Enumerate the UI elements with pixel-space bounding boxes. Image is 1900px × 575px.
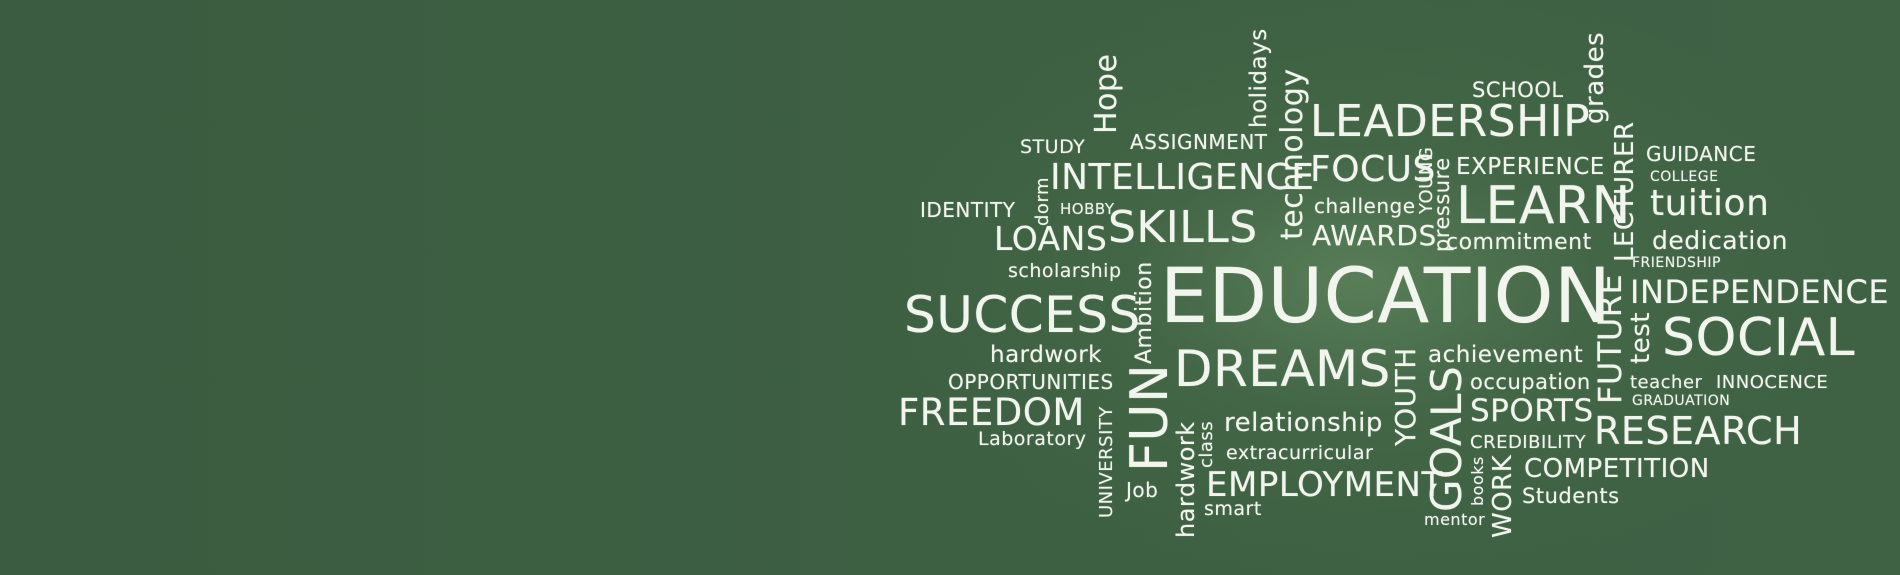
word-hobby: HOBBY bbox=[1060, 200, 1115, 218]
word-students: Students bbox=[1522, 484, 1620, 508]
word-books: books bbox=[1468, 456, 1487, 506]
word-social: SOCIAL bbox=[1662, 308, 1856, 368]
word-technology: technology bbox=[1275, 68, 1310, 240]
word-scholarship: scholarship bbox=[1008, 260, 1122, 282]
word-achievement: achievement bbox=[1428, 342, 1584, 368]
word-tuition: tuition bbox=[1650, 183, 1770, 224]
word-test: test bbox=[1626, 312, 1656, 364]
word-youth: YOUTH bbox=[1389, 347, 1422, 446]
word-school: SCHOOL bbox=[1472, 78, 1564, 102]
word-leadership: LEADERSHIP bbox=[1310, 96, 1591, 147]
word-study: STUDY bbox=[1020, 136, 1086, 158]
word-hope: Hope bbox=[1089, 53, 1124, 134]
word-intelligence: INTELLIGENCE bbox=[1050, 157, 1315, 198]
word-smart: smart bbox=[1204, 498, 1262, 520]
word-ambition: Ambition bbox=[1132, 261, 1157, 364]
word-freedom: FREEDOM bbox=[898, 391, 1085, 434]
word-college: COLLEGE bbox=[1650, 169, 1719, 185]
word-teacher: teacher bbox=[1630, 372, 1703, 393]
word-opportunities: OPPORTUNITIES bbox=[948, 370, 1114, 394]
word-fun: FUN bbox=[1120, 363, 1180, 472]
word-mentor: mentor bbox=[1424, 510, 1486, 529]
word-independence: INDEPENDENCE bbox=[1630, 273, 1890, 311]
word-graduation: GRADUATION bbox=[1632, 393, 1731, 409]
word-guidance: GUIDANCE bbox=[1646, 142, 1757, 166]
word-awards: AWARDS bbox=[1312, 219, 1437, 252]
word-challenge: challenge bbox=[1314, 194, 1416, 218]
word-assignment: ASSIGNMENT bbox=[1130, 130, 1268, 154]
word-innocence: INNOCENCE bbox=[1716, 372, 1829, 393]
word-learn: LEARN bbox=[1456, 176, 1631, 236]
word-relationship: relationship bbox=[1224, 408, 1383, 438]
word-competition: COMPETITION bbox=[1524, 454, 1710, 484]
word-hardwork: hardwork bbox=[990, 342, 1102, 368]
word-friendship: FRIENDSHIP bbox=[1632, 255, 1721, 271]
word-loans: LOANS bbox=[994, 219, 1108, 258]
word-holidays: holidays bbox=[1246, 28, 1272, 128]
word-work: WORK bbox=[1488, 454, 1518, 538]
word-employment: EMPLOYMENT bbox=[1206, 465, 1443, 505]
word-future: FUTURE bbox=[1591, 273, 1629, 404]
word-sports: SPORTS bbox=[1470, 393, 1594, 429]
word-dreams: DREAMS bbox=[1174, 340, 1391, 398]
word-identity: IDENTITY bbox=[920, 198, 1016, 222]
word-credibility: CREDIBILITY bbox=[1470, 432, 1587, 453]
word-experience: EXPERIENCE bbox=[1456, 154, 1605, 180]
word-occupation: occupation bbox=[1470, 370, 1591, 394]
word-success: SUCCESS bbox=[904, 286, 1141, 344]
word-job: Job bbox=[1126, 478, 1159, 502]
word-class: class bbox=[1196, 420, 1217, 468]
word-focus: FOCUS bbox=[1310, 149, 1436, 190]
word-commitment: commitment bbox=[1446, 230, 1592, 255]
word-laboratory: Laboratory bbox=[978, 428, 1087, 450]
word-university: UNIVERSITY bbox=[1096, 406, 1117, 518]
word-education: EDUCATION bbox=[1160, 251, 1612, 340]
word-hardwork-vertical: hardwork bbox=[1172, 421, 1200, 538]
word-research: RESEARCH bbox=[1594, 409, 1803, 453]
word-dedication: dedication bbox=[1652, 226, 1789, 255]
word-skills: SKILLS bbox=[1108, 202, 1258, 253]
word-extracurricular: extracurricular bbox=[1226, 442, 1374, 464]
